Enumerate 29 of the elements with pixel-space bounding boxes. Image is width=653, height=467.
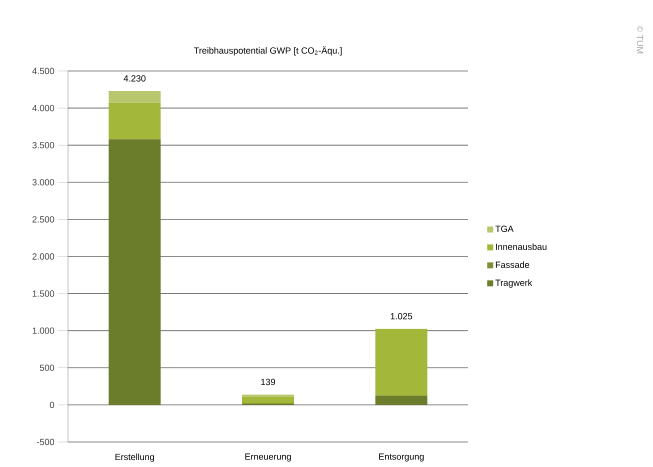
x-tick-label: Entsorgung (379, 454, 424, 462)
y-tick-label: 4.000 (32, 104, 54, 112)
y-tick-label: 0 (50, 402, 54, 408)
legend-label: Tragwerk (495, 279, 532, 288)
bar (242, 396, 294, 404)
legend-label: TGA (495, 226, 514, 232)
bar (375, 396, 428, 405)
y-tick-label: 2.500 (32, 216, 54, 223)
x-tick-label: Erneuerung (245, 454, 291, 462)
total-label: 139 (261, 378, 276, 386)
total-label: 4.230 (124, 75, 146, 82)
bar (375, 328, 428, 396)
y-tick-label: 3.000 (32, 179, 54, 186)
legend-label: Innenausbau (496, 243, 546, 250)
y-tick-label: 4.500 (32, 68, 54, 74)
bar (108, 102, 161, 140)
y-tick-label: 3.500 (32, 142, 54, 148)
legend-label: Fassade (496, 261, 530, 268)
chart-title: Treibhauspotential GWP [t CO$_{2}$-Äqu.] (194, 46, 342, 56)
bar (108, 91, 161, 103)
x-tick-label: Erstellung (115, 454, 154, 462)
y-tick-label: 1.000 (32, 328, 54, 334)
text: © TUM (636, 26, 644, 54)
bar (108, 139, 161, 405)
y-tick-label: 2.000 (32, 253, 54, 260)
total-label: 1.025 (390, 313, 412, 320)
y-tick-label: 1.500 (32, 290, 54, 297)
y-tick-label: -500 (36, 438, 54, 446)
y-tick-label: 500 (40, 364, 54, 371)
